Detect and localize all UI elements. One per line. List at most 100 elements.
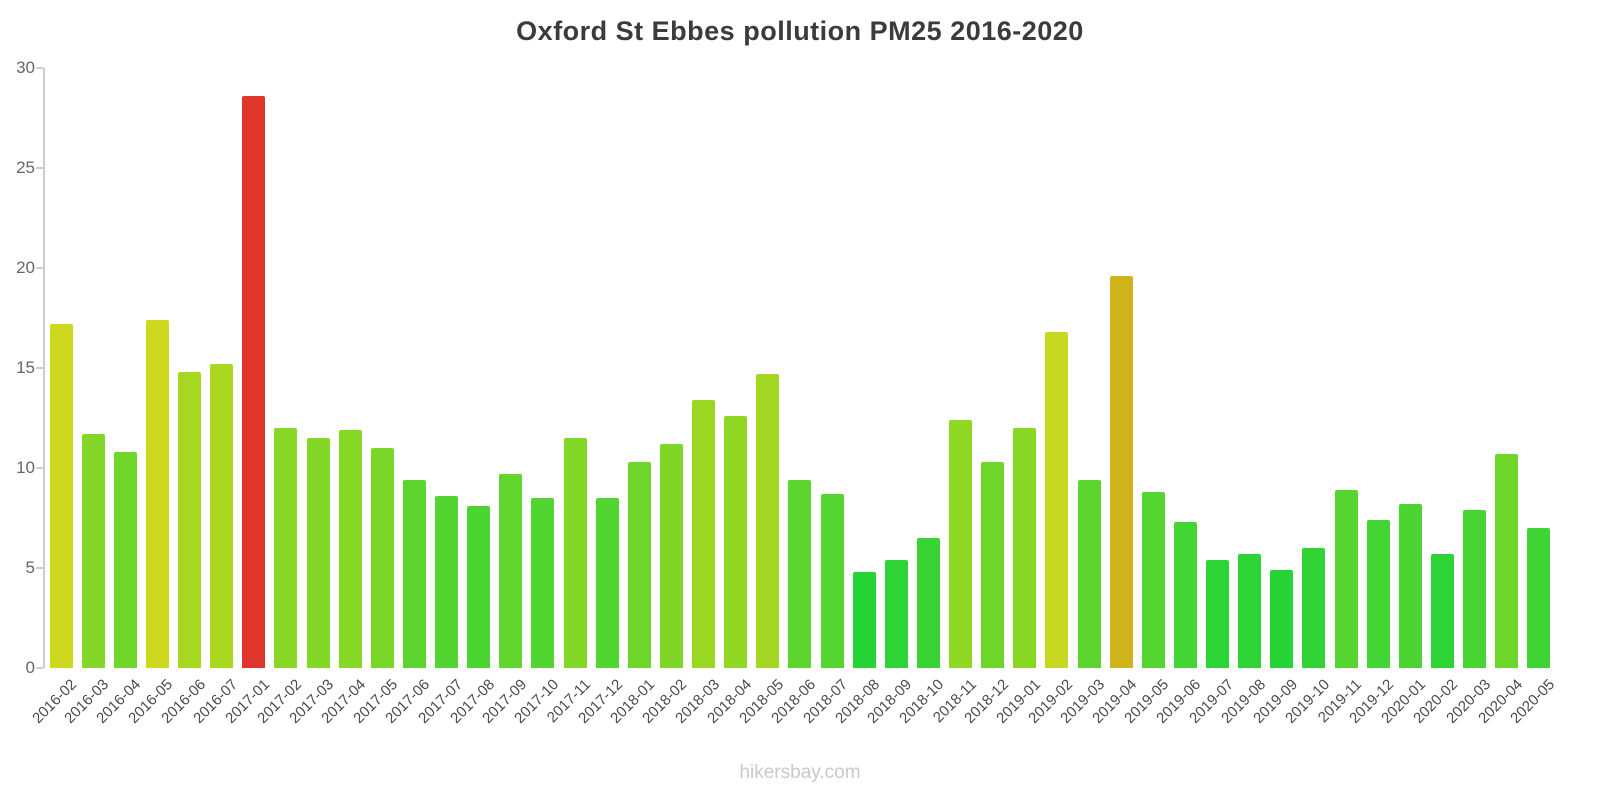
y-axis-line [43,68,45,668]
bar-slot: 2016-03 [61,68,112,727]
bar-slot: 2017-05 [350,68,401,727]
bar-slot: 2018-03 [672,68,723,727]
bar-slot: 2017-03 [286,68,337,727]
chart-title: Oxford St Ebbes pollution PM25 2016-2020 [516,16,1084,46]
y-axis-tick-mark [36,167,43,169]
bar-2016-03[interactable] [81,434,105,668]
bar-2018-10[interactable] [916,538,940,668]
bar-slot: 2017-01 [222,68,273,727]
bar-slot: 2018-10 [897,68,947,727]
bar-slot: 2018-11 [929,68,980,726]
bar-2017-12[interactable] [595,498,619,668]
bar-2016-04[interactable] [113,452,137,668]
bar-slot: 2019-11 [1315,68,1365,726]
plot-area: 0 5 10 15 20 25 30 2016-02 2016-03 2016-04 2016-0… [16,58,1558,727]
bars-container: 2016-02 2016-03 2016-04 2016-05 2016-06 2016-… [29,68,1558,727]
bar-2016-07[interactable] [210,364,234,668]
y-axis-tick-label: 10 [16,458,35,477]
y-axis-tick-label: 25 [16,158,35,177]
y-axis-tick-label: 15 [16,358,35,377]
bar-2019-01[interactable] [1013,428,1037,668]
bar-slot: 2019-04 [1089,68,1140,727]
bar-slot: 2019-12 [1346,68,1397,727]
bar-2017-06[interactable] [402,480,426,668]
bar-slot: 2016-06 [158,68,209,727]
bar-2018-07[interactable] [820,494,844,668]
bar-slot: 2018-01 [607,68,658,727]
bar-2020-03[interactable] [1463,510,1487,668]
bar-2017-09[interactable] [499,474,523,668]
bar-2019-11[interactable] [1334,490,1358,668]
bar-2017-11[interactable] [563,438,587,668]
bar-slot: 2017-10 [511,68,562,727]
bar-2019-06[interactable] [1173,522,1197,668]
bar-2019-05[interactable] [1141,492,1165,668]
bar-slot: 2017-04 [318,68,369,727]
bar-2018-12[interactable] [981,462,1005,668]
bar-2019-07[interactable] [1206,560,1230,668]
bar-slot: 2019-03 [1057,68,1108,727]
bar-slot: 2018-04 [704,68,755,727]
bar-2016-02[interactable] [49,324,73,668]
bar-slot: 2020-01 [1378,68,1429,727]
y-axis-tick-mark [36,367,43,369]
bar-2018-04[interactable] [724,416,748,668]
y-axis-tick-label: 30 [16,58,35,77]
bar-slot: 2019-02 [1025,68,1076,727]
bar-2017-01[interactable] [242,96,266,668]
bar-slot: 2017-07 [415,68,466,727]
bar-slot: 2017-02 [254,68,305,727]
bar-slot: 2017-08 [447,68,498,727]
bar-2019-04[interactable] [1109,276,1133,668]
bar-slot: 2017-11 [544,68,594,726]
bar-2018-05[interactable] [756,374,780,668]
bar-slot: 2018-07 [800,68,851,727]
bar-slot: 2016-02 [29,68,80,727]
bar-slot: 2020-03 [1443,68,1494,727]
bar-2016-05[interactable] [145,320,169,668]
bar-2018-08[interactable] [852,572,876,668]
bar-2019-03[interactable] [1077,480,1101,668]
bar-2017-02[interactable] [274,428,298,668]
bar-2019-02[interactable] [1045,332,1069,668]
bar-2019-10[interactable] [1302,548,1326,668]
bar-2019-09[interactable] [1270,570,1294,668]
bar-slot: 2017-06 [383,68,433,727]
bar-slot: 2016-07 [190,68,241,727]
watermark: hikersbay.com [739,762,861,783]
y-axis-tick-mark [36,467,43,469]
bar-2020-05[interactable] [1527,528,1551,668]
bar-2017-03[interactable] [306,438,330,668]
bar-2016-06[interactable] [178,372,202,668]
bar-2017-07[interactable] [435,496,459,668]
bar-2018-06[interactable] [788,480,812,668]
bar-slot: 2017-09 [479,68,530,727]
bar-slot: 2018-06 [768,68,819,727]
bar-2019-12[interactable] [1366,520,1390,668]
y-axis-tick-label: 5 [25,558,35,577]
bar-2018-02[interactable] [659,444,683,668]
bar-2017-10[interactable] [531,498,555,668]
bar-2020-02[interactable] [1430,554,1454,668]
bar-2018-09[interactable] [884,560,908,668]
bar-2017-05[interactable] [370,448,394,668]
bar-slot: 2019-01 [993,68,1044,727]
y-axis-tick-mark [36,67,43,69]
bar-2018-11[interactable] [949,420,973,668]
y-axis-tick-mark [36,667,43,669]
bar-slot: 2018-02 [640,68,690,727]
bar-2020-04[interactable] [1495,454,1519,668]
bar-2019-08[interactable] [1238,554,1262,668]
bar-2020-01[interactable] [1398,504,1422,668]
bar-2018-01[interactable] [627,462,651,668]
y-axis-tick-label: 20 [16,258,35,277]
bar-2017-04[interactable] [338,430,362,668]
bar-slot: 2020-05 [1507,68,1558,727]
bar-2017-08[interactable] [467,506,491,668]
bar-slot: 2020-02 [1411,68,1461,727]
y-axis-tick-label: 0 [25,658,35,677]
bar-slot: 2018-08 [832,68,883,727]
bar-2018-03[interactable] [692,400,716,668]
bar-slot: 2016-05 [126,68,176,727]
bar-slot: 2019-06 [1154,68,1204,727]
